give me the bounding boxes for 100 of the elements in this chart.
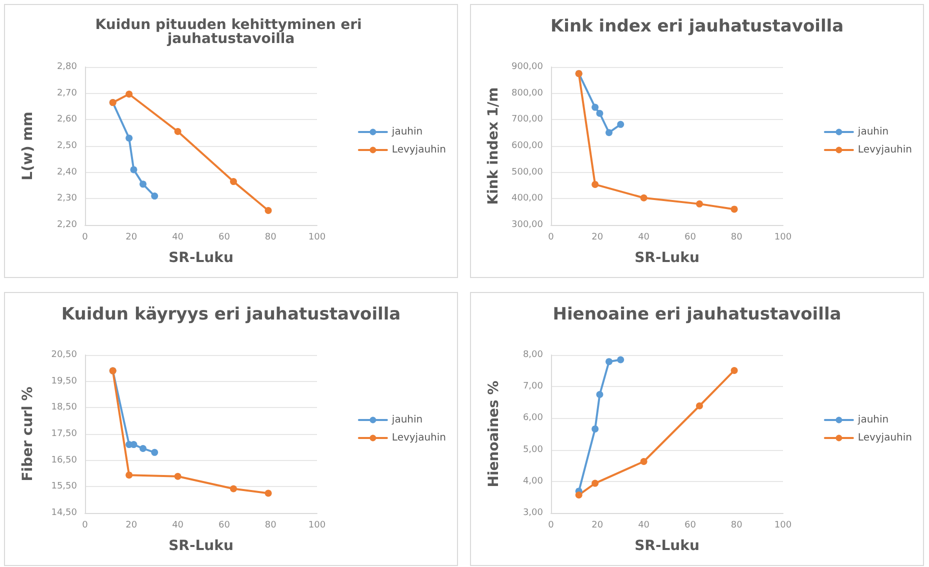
x-axis-title: SR-Luku (634, 250, 700, 266)
legend-label: Levyjauhin (858, 144, 912, 156)
y-axis-title: Hienoaines % (486, 380, 502, 487)
x-tick-label: 20 (592, 520, 604, 530)
y-tick-label: 2,60 (56, 114, 78, 125)
y-tick-label: 7,00 (522, 381, 544, 392)
y-axis-title: Fiber curl % (20, 386, 36, 481)
y-tick-label: 19,50 (51, 376, 78, 386)
point (617, 120, 624, 128)
y-tick-label: 2,70 (56, 88, 78, 98)
y-tick-label: 2,80 (56, 62, 78, 72)
x-tick-label: 20 (592, 232, 604, 242)
point (592, 104, 599, 111)
point (126, 134, 133, 142)
chart-title: Hienoaine eri jauhatustavoilla (552, 304, 842, 324)
legend-label: jauhin (856, 126, 889, 138)
x-tick-label: 0 (548, 520, 554, 530)
y-axis-title: Kink index 1/m (486, 87, 502, 205)
y-tick-label: 700,00 (512, 114, 544, 125)
y-tick-label: 2,40 (56, 167, 78, 178)
point (130, 166, 138, 174)
y-tick-label: 500,00 (512, 167, 544, 178)
x-tick-label: 60 (684, 520, 696, 530)
legend-label: jauhin (856, 414, 889, 425)
point (264, 489, 272, 496)
point (640, 457, 648, 464)
x-tick-label: 80 (264, 520, 277, 530)
y-tick-label: 18,50 (51, 402, 78, 412)
point (230, 484, 237, 492)
point (617, 356, 624, 363)
y-tick-label: 3,00 (522, 508, 544, 518)
x-tick-label: 100 (308, 520, 326, 530)
point (730, 206, 738, 213)
point (174, 128, 182, 136)
x-tick-label: 20 (126, 232, 138, 242)
y-tick-label: 4,00 (522, 476, 544, 486)
chart-title: Kuidun käyryys eri jauhatustavoilla (61, 304, 401, 324)
point (130, 440, 138, 448)
point (575, 490, 582, 498)
legend-label: Levyjauhin (392, 144, 446, 156)
legend-label: Levyjauhin (858, 432, 912, 443)
legend-label: Levyjauhin (392, 432, 446, 443)
x-tick-label: 100 (774, 232, 792, 242)
y-tick-label: 2,50 (56, 141, 78, 151)
y-tick-label: 2,30 (56, 194, 78, 204)
y-tick-label: 15,50 (51, 481, 78, 492)
y-tick-label: 600,00 (512, 141, 544, 151)
y-tick-label: 14,50 (51, 508, 78, 518)
point (640, 194, 648, 202)
y-tick-label: 16,50 (51, 454, 78, 465)
point (140, 444, 146, 452)
point (696, 402, 703, 409)
point (730, 366, 738, 374)
y-tick-label: 2,20 (56, 220, 78, 230)
x-tick-label: 60 (684, 232, 696, 242)
y-tick-label: 800,00 (512, 88, 544, 98)
y-tick-label: 8,00 (522, 350, 544, 360)
point (174, 472, 182, 480)
legend-label: jauhin (390, 414, 423, 425)
y-tick-label: 17,50 (51, 428, 78, 438)
x-tick-label: 60 (218, 520, 230, 530)
point (606, 358, 612, 365)
x-tick-label: 20 (126, 520, 138, 530)
y-tick-label: 900,00 (512, 62, 544, 72)
point (596, 390, 604, 398)
x-axis-title: SR-Luku (168, 538, 234, 554)
x-tick-label: 0 (82, 520, 88, 530)
point (592, 424, 599, 432)
y-axis-title: L(w) mm (20, 112, 36, 180)
chart-title: Kuidun pituuden kehittyminen eri jauhatustavoilla (95, 17, 367, 47)
x-tick-label: 80 (730, 520, 743, 530)
x-tick-label: 100 (308, 232, 326, 242)
legend-label: jauhin (390, 126, 423, 138)
y-tick-label: 400,00 (512, 194, 544, 204)
x-axis-title: SR-Luku (634, 538, 700, 554)
x-tick-label: 40 (172, 232, 184, 242)
y-tick-label: 6,00 (522, 412, 544, 423)
chart-title: Kink index eri jauhatustavoilla (550, 16, 844, 36)
x-tick-label: 60 (218, 232, 230, 242)
point (126, 90, 133, 98)
x-tick-label: 0 (82, 232, 88, 242)
x-tick-label: 100 (774, 520, 792, 530)
y-tick-label: 300,00 (512, 220, 544, 230)
point (606, 129, 612, 136)
point (140, 180, 146, 188)
x-tick-label: 80 (264, 232, 277, 242)
point (696, 200, 703, 208)
y-tick-label: 5,00 (522, 444, 544, 454)
x-tick-label: 40 (638, 520, 650, 530)
point (596, 110, 604, 117)
x-tick-label: 40 (172, 520, 184, 530)
point (592, 479, 599, 486)
point (126, 471, 133, 478)
x-tick-label: 80 (730, 232, 743, 242)
x-tick-label: 0 (548, 232, 554, 242)
y-tick-label: 20,50 (51, 350, 78, 360)
x-axis-title: SR-Luku (168, 250, 234, 266)
point (592, 180, 599, 188)
point (264, 207, 272, 214)
point (230, 178, 237, 186)
